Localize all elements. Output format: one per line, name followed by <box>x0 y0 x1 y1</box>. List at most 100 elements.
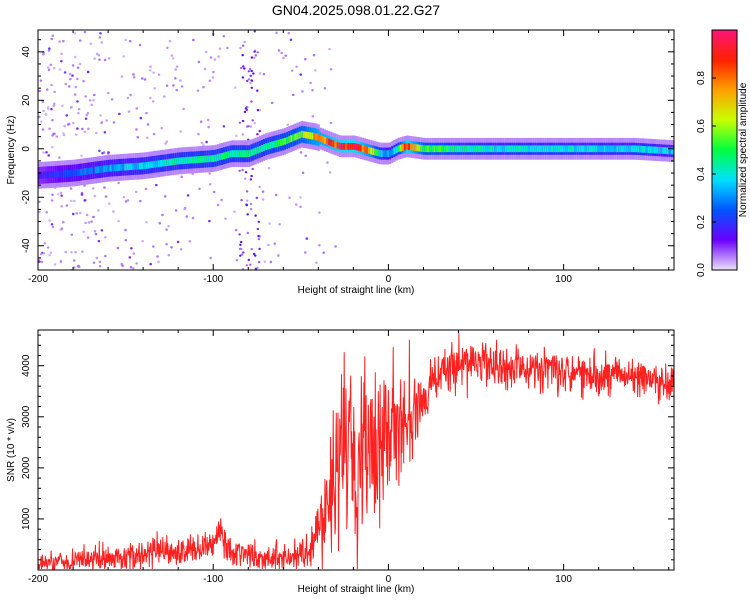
heatmap-cell <box>89 42 93 45</box>
heatmap-cell <box>141 239 144 243</box>
heatmap-cell <box>107 151 110 154</box>
heatmap-cell <box>122 196 126 199</box>
heatmap-cell <box>559 145 562 153</box>
heatmap-cell <box>132 163 135 170</box>
heatmap-cell <box>450 145 453 153</box>
colorbar-label: Normalized spectral amplitude <box>738 82 749 217</box>
heatmap-cell <box>38 258 41 261</box>
heatmap-cell <box>43 242 47 245</box>
heatmap-cell <box>122 163 125 171</box>
heatmap-cell <box>257 220 260 223</box>
heatmap-cell <box>92 261 96 264</box>
heatmap-cell <box>100 41 103 44</box>
heatmap-cell <box>151 161 154 168</box>
heatmap-cell <box>500 145 503 153</box>
heatmap-cell <box>74 251 77 254</box>
heatmap-cell <box>323 136 327 144</box>
heatmap-cell <box>301 90 304 93</box>
heatmap-cell <box>132 76 136 79</box>
heatmap-cell <box>376 149 379 157</box>
heatmap-cell <box>202 85 205 89</box>
heatmap-cell <box>178 157 182 165</box>
heatmap-cell <box>312 54 316 57</box>
heatmap-cell <box>47 49 51 52</box>
heatmap-cell <box>240 247 243 251</box>
heatmap-cell <box>275 31 278 34</box>
heatmap-cell <box>605 145 608 153</box>
heatmap-cell <box>256 227 259 231</box>
chart-title: GN04.2025.098.01.22.G27 <box>272 2 440 18</box>
heatmap-cell <box>247 138 250 141</box>
heatmap-cell <box>252 252 256 255</box>
heatmap-cell <box>277 49 281 52</box>
heatmap-cell <box>245 264 249 267</box>
heatmap-cell <box>345 143 348 150</box>
heatmap-cell <box>77 108 81 111</box>
heatmap-cell <box>317 134 320 142</box>
heatmap-cell <box>393 147 396 155</box>
heatmap-cell <box>300 130 303 138</box>
heatmap-cell <box>62 40 65 43</box>
heatmap-cell <box>80 193 84 196</box>
heatmap-cell <box>93 57 96 60</box>
heatmap-cell <box>584 145 587 153</box>
heatmap-cell <box>99 114 102 117</box>
heatmap-cell <box>630 145 634 153</box>
heatmap-cell <box>198 187 201 190</box>
heatmap-cell <box>567 145 570 153</box>
heatmap-cell <box>69 199 73 203</box>
heatmap-cell <box>212 155 215 162</box>
heatmap-cell <box>670 147 673 155</box>
heatmap-cell <box>88 99 92 102</box>
heatmap-cell <box>244 150 247 157</box>
snr-y-axis-label: SNR (10 * v/v) <box>6 418 17 482</box>
heatmap-cell <box>108 202 111 205</box>
heatmap-cell <box>597 145 600 153</box>
heatmap-cell <box>239 150 242 157</box>
heatmap-cell <box>247 125 250 128</box>
heatmap-cell <box>628 145 631 153</box>
heatmap-cell <box>58 40 61 43</box>
heatmap-cell <box>258 72 262 75</box>
heatmap-cell <box>492 145 495 153</box>
heatmap-cell <box>124 239 128 242</box>
snr-y-tick-label: 3000 <box>21 405 32 428</box>
heatmap-cell <box>338 142 341 150</box>
heatmap-cell <box>132 252 136 255</box>
snr-line <box>38 332 674 570</box>
heatmap-cell <box>40 120 43 123</box>
heatmap-cell <box>620 145 623 153</box>
heatmap-cell <box>112 121 116 124</box>
heatmap-cell <box>53 90 56 94</box>
heatmap-cell <box>649 146 652 154</box>
heatmap-cell <box>175 65 179 68</box>
heatmap-cell <box>86 236 90 239</box>
heatmap-cell <box>74 133 78 136</box>
heatmap-cell <box>174 68 177 71</box>
heatmap-cell <box>187 156 190 164</box>
heatmap-cell <box>254 214 257 217</box>
heatmap-cell <box>117 164 121 171</box>
heatmap-cell <box>662 147 665 154</box>
heatmap-cell <box>84 168 87 175</box>
heatmap-cell <box>268 222 271 225</box>
heatmap-cell <box>243 40 246 44</box>
heatmap-cell <box>273 140 276 148</box>
heatmap-cell <box>60 205 63 208</box>
heatmap-cell <box>204 50 208 54</box>
heatmap-cell <box>263 144 266 151</box>
heatmap-cell <box>328 47 331 51</box>
heatmap-cell <box>76 100 79 103</box>
heatmap-cell <box>336 141 339 149</box>
heatmap-cell <box>208 183 212 186</box>
heatmap-cell <box>75 212 79 215</box>
heatmap-cell <box>656 146 659 154</box>
heatmap-cell <box>323 87 327 90</box>
heatmap-cell <box>267 142 270 150</box>
heatmap-cell <box>102 151 106 154</box>
heatmap-cell <box>250 248 253 251</box>
heatmap-cell <box>160 126 164 130</box>
heatmap-cell <box>81 127 84 131</box>
heatmap-cell <box>651 146 655 154</box>
heatmap-cell <box>258 261 261 264</box>
